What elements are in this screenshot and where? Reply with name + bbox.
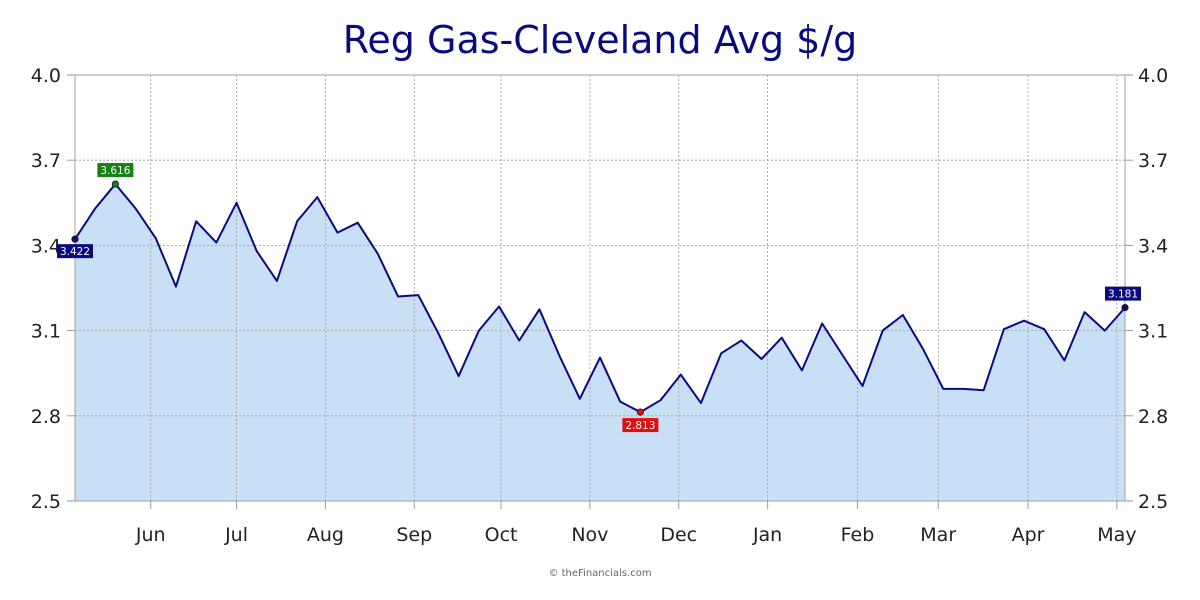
x-tick-label: Aug bbox=[307, 524, 344, 546]
x-tick-label: Feb bbox=[841, 524, 875, 546]
y-tick-label-left: 2.5 bbox=[31, 491, 61, 513]
y-tick-label-left: 3.1 bbox=[31, 321, 61, 343]
x-tick-label: Mar bbox=[920, 524, 956, 546]
data-label-box bbox=[622, 418, 659, 433]
y-tick-label-left: 3.7 bbox=[31, 150, 61, 172]
series-line bbox=[74, 183, 1126, 414]
x-tick-label: Jan bbox=[752, 524, 782, 546]
x-tick-label: May bbox=[1097, 524, 1136, 546]
data-label-box bbox=[57, 244, 93, 259]
data-label: 3.616 bbox=[100, 165, 130, 177]
data-label-box bbox=[1105, 286, 1141, 301]
copyright-footer: © theFinancials.com bbox=[548, 568, 652, 579]
area-fill bbox=[75, 184, 1125, 501]
data-point-marker bbox=[111, 180, 119, 188]
x-tick-label: Jul bbox=[224, 524, 248, 546]
x-tick-label: Jun bbox=[135, 524, 166, 546]
y-tick-label-right: 4.0 bbox=[1138, 65, 1168, 87]
x-tick-label: Nov bbox=[571, 524, 608, 546]
data-label: 3.422 bbox=[60, 246, 90, 258]
data-point-marker bbox=[71, 235, 79, 243]
data-point-marker bbox=[1121, 303, 1129, 312]
y-tick-label-right: 3.4 bbox=[1138, 235, 1168, 257]
y-tick-label-right: 3.1 bbox=[1138, 321, 1168, 343]
x-tick-label: Oct bbox=[485, 524, 518, 546]
data-label: 2.813 bbox=[625, 420, 655, 432]
y-tick-label-right: 3.7 bbox=[1138, 150, 1168, 172]
x-tick-label: Dec bbox=[660, 524, 697, 546]
y-tick-label-left: 3.4 bbox=[31, 235, 61, 257]
x-tick-label: Sep bbox=[396, 524, 432, 546]
x-tick-label: Apr bbox=[1012, 524, 1045, 546]
y-tick-label-left: 2.8 bbox=[31, 406, 61, 428]
y-tick-label-left: 4.0 bbox=[31, 65, 61, 87]
y-tick-label-right: 2.5 bbox=[1138, 491, 1168, 513]
data-label-box bbox=[97, 163, 134, 178]
chart-title: Reg Gas-Cleveland Avg $/g bbox=[342, 18, 858, 62]
data-point-marker bbox=[636, 408, 644, 416]
data-label: 3.181 bbox=[1108, 289, 1138, 301]
y-tick-label-right: 2.8 bbox=[1138, 406, 1168, 428]
